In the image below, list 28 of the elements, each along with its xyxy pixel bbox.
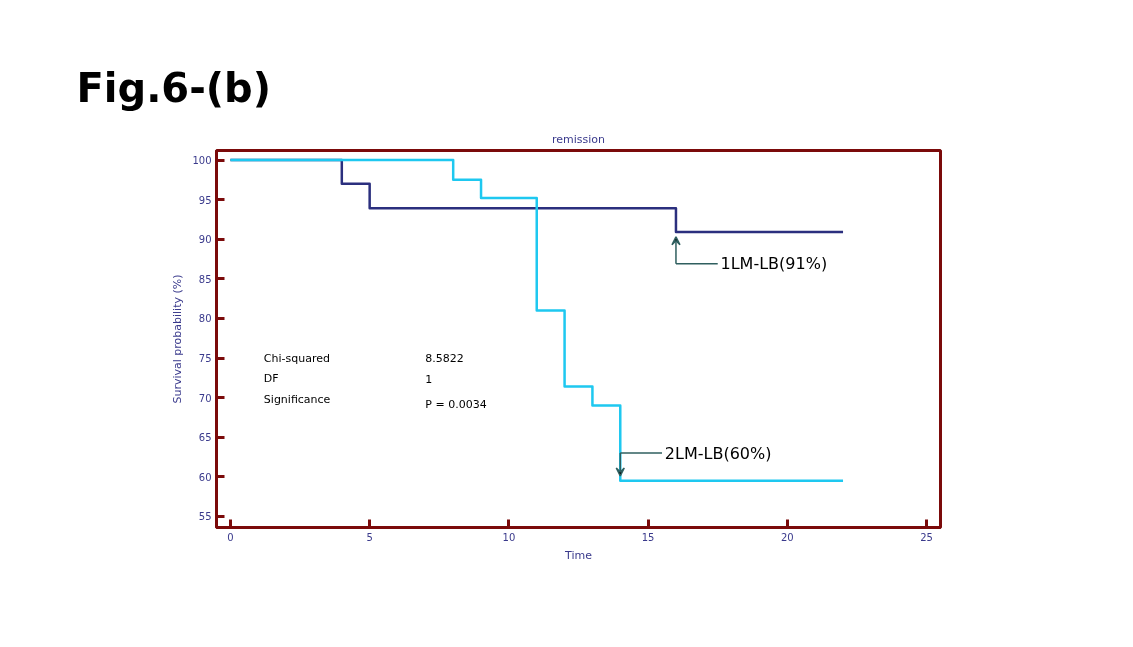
annotation: P = 0.0034	[425, 398, 487, 412]
annotation: 1	[425, 372, 433, 386]
series-label: 2LM-LB(60%)	[664, 443, 772, 463]
x-tick-label: 20	[780, 531, 794, 543]
annotation: Significance	[263, 392, 331, 406]
y-tick-label: 75	[198, 353, 212, 365]
chart-title: Fig.6-(b)	[76, 64, 271, 111]
y-tick-label: 70	[198, 392, 212, 404]
x-axis-title: Time	[564, 548, 593, 562]
y-tick-label: 100	[192, 155, 212, 166]
y-axis-title: Survival probability (%)	[171, 274, 185, 404]
series-label: 1LM-LB(91%)	[720, 254, 828, 274]
y-tick-label: 80	[198, 313, 212, 325]
annotation: DF	[263, 372, 279, 386]
y-tick-label: 90	[198, 234, 212, 246]
x-tick-label: 0	[227, 531, 234, 543]
x-tick-label: 10	[502, 531, 516, 543]
y-tick-label: 85	[198, 273, 212, 285]
y-tick-label: 55	[198, 511, 212, 523]
x-tick-label: 25	[920, 531, 933, 543]
x-tick-label: 5	[366, 531, 373, 543]
y-tick-label: 65	[198, 432, 212, 444]
y-tick-label: 95	[198, 194, 212, 206]
x-tick-label: 15	[641, 531, 655, 543]
y-tick-label: 60	[198, 471, 212, 483]
annotation: Chi-squared	[263, 351, 330, 365]
annotation: 8.5822	[425, 352, 464, 366]
chart-subtitle: remission	[551, 132, 606, 146]
